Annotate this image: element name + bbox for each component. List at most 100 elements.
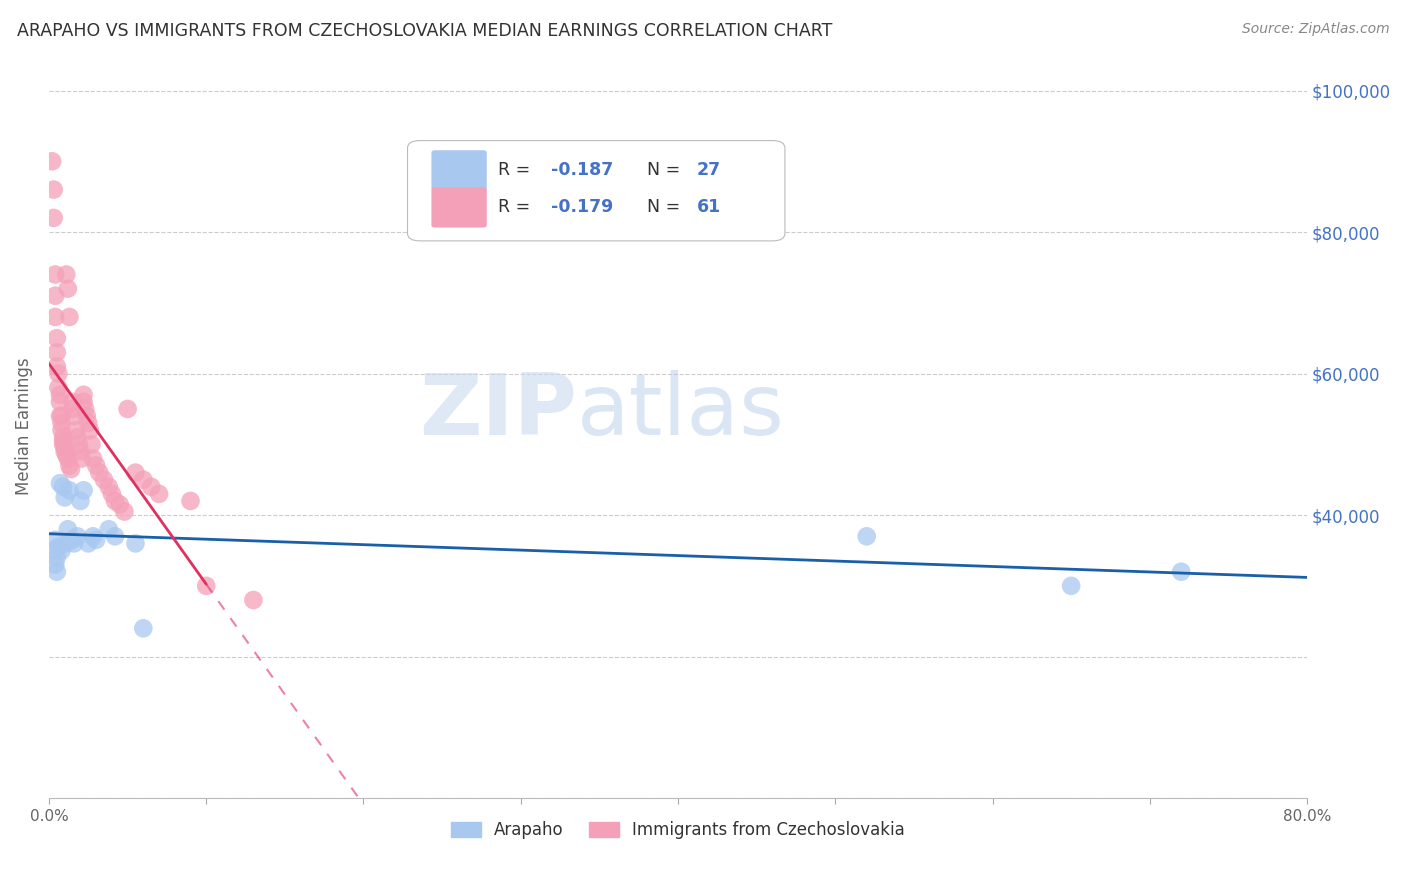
Point bbox=[82, 451, 104, 466]
Text: atlas: atlas bbox=[578, 370, 786, 453]
FancyBboxPatch shape bbox=[432, 150, 486, 190]
Point bbox=[48, 540, 70, 554]
Point bbox=[104, 494, 127, 508]
Point bbox=[97, 522, 120, 536]
Point bbox=[52, 430, 75, 444]
Point bbox=[63, 536, 86, 550]
Text: ARAPAHO VS IMMIGRANTS FROM CZECHOSLOVAKIA MEDIAN EARNINGS CORRELATION CHART: ARAPAHO VS IMMIGRANTS FROM CZECHOSLOVAKI… bbox=[17, 22, 832, 40]
Text: 27: 27 bbox=[697, 161, 721, 179]
Point bbox=[89, 466, 111, 480]
Point bbox=[93, 473, 115, 487]
Point bbox=[124, 536, 146, 550]
Point bbox=[44, 268, 66, 282]
Point bbox=[59, 462, 82, 476]
Point bbox=[66, 529, 89, 543]
Point bbox=[51, 423, 73, 437]
Point bbox=[58, 483, 80, 498]
Point bbox=[51, 416, 73, 430]
Text: R =: R = bbox=[498, 198, 536, 217]
Point bbox=[69, 494, 91, 508]
Point bbox=[44, 558, 66, 572]
Point bbox=[45, 359, 67, 374]
Point bbox=[117, 401, 139, 416]
Point bbox=[101, 487, 124, 501]
Point bbox=[72, 483, 94, 498]
Point bbox=[56, 451, 79, 466]
Point bbox=[45, 565, 67, 579]
Point bbox=[1060, 579, 1083, 593]
Point bbox=[56, 522, 79, 536]
Point bbox=[55, 536, 77, 550]
Point bbox=[66, 430, 89, 444]
Text: N =: N = bbox=[637, 198, 686, 217]
Point bbox=[62, 401, 84, 416]
Text: -0.179: -0.179 bbox=[551, 198, 613, 217]
Point bbox=[53, 444, 76, 458]
Text: 61: 61 bbox=[697, 198, 721, 217]
Point bbox=[51, 543, 73, 558]
Point bbox=[114, 504, 136, 518]
Point bbox=[195, 579, 218, 593]
Point bbox=[45, 331, 67, 345]
FancyBboxPatch shape bbox=[432, 187, 486, 227]
Point bbox=[49, 476, 72, 491]
Point bbox=[44, 310, 66, 324]
Point bbox=[97, 480, 120, 494]
Point bbox=[62, 395, 84, 409]
Point bbox=[1170, 565, 1192, 579]
Y-axis label: Median Earnings: Median Earnings bbox=[15, 358, 32, 495]
Point bbox=[48, 367, 70, 381]
Point bbox=[77, 536, 100, 550]
Text: ZIP: ZIP bbox=[419, 370, 578, 453]
Point bbox=[77, 416, 100, 430]
Point bbox=[45, 550, 67, 565]
Point bbox=[72, 395, 94, 409]
Point bbox=[49, 388, 72, 402]
Point bbox=[52, 480, 75, 494]
Point bbox=[132, 473, 155, 487]
Point bbox=[132, 621, 155, 635]
Point bbox=[80, 437, 103, 451]
Point bbox=[84, 533, 107, 547]
Point bbox=[855, 529, 877, 543]
Point bbox=[44, 533, 66, 547]
Point bbox=[242, 593, 264, 607]
Point bbox=[82, 529, 104, 543]
Point bbox=[84, 458, 107, 473]
Point bbox=[124, 466, 146, 480]
Text: R =: R = bbox=[498, 161, 536, 179]
Point bbox=[41, 154, 63, 169]
Text: Source: ZipAtlas.com: Source: ZipAtlas.com bbox=[1241, 22, 1389, 37]
Point bbox=[42, 183, 65, 197]
Point bbox=[55, 268, 77, 282]
Point bbox=[75, 401, 97, 416]
Point bbox=[53, 491, 76, 505]
Point bbox=[55, 448, 77, 462]
Point bbox=[49, 395, 72, 409]
Point bbox=[51, 409, 73, 423]
Point bbox=[58, 458, 80, 473]
Point bbox=[42, 211, 65, 225]
Point bbox=[141, 480, 163, 494]
Point bbox=[65, 423, 87, 437]
Point bbox=[108, 498, 131, 512]
Point bbox=[58, 310, 80, 324]
Point bbox=[56, 282, 79, 296]
Legend: Arapaho, Immigrants from Czechoslovakia: Arapaho, Immigrants from Czechoslovakia bbox=[444, 814, 911, 846]
Point bbox=[48, 381, 70, 395]
Point bbox=[76, 409, 98, 423]
Point bbox=[53, 441, 76, 455]
Point bbox=[63, 409, 86, 423]
Point bbox=[45, 345, 67, 359]
Point bbox=[42, 543, 65, 558]
Point bbox=[148, 487, 170, 501]
Point bbox=[62, 533, 84, 547]
Point bbox=[52, 437, 75, 451]
Point bbox=[67, 437, 90, 451]
Point bbox=[70, 451, 93, 466]
Point bbox=[69, 444, 91, 458]
Text: N =: N = bbox=[637, 161, 686, 179]
Point bbox=[44, 289, 66, 303]
Point bbox=[72, 388, 94, 402]
FancyBboxPatch shape bbox=[408, 141, 785, 241]
